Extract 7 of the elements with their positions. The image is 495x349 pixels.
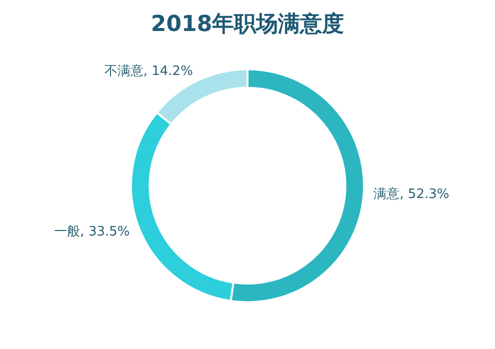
data-label: , 33.5%	[80, 224, 130, 240]
slice-label: 满意	[374, 187, 400, 202]
data-label: , 14.2%	[143, 64, 193, 79]
chart-title: 2018年职场满意度	[150, 10, 344, 37]
slice-label: 一般	[54, 224, 80, 240]
data-label: , 52.3%	[400, 187, 450, 202]
slice-label: 不满意	[104, 64, 144, 79]
